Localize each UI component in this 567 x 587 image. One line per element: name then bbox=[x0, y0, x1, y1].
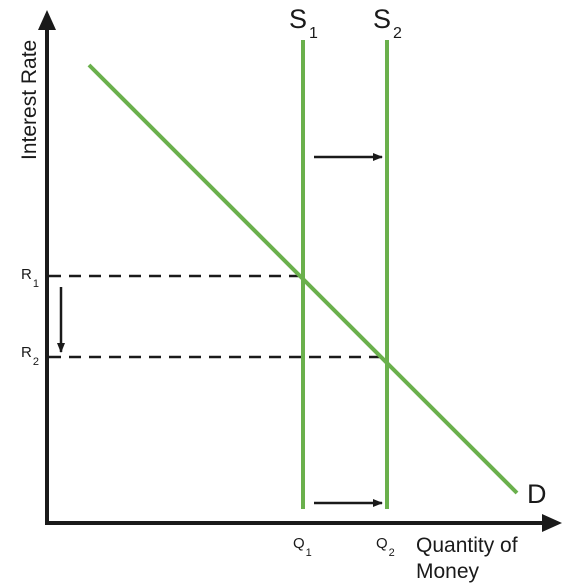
rate-2-label: R2 bbox=[21, 344, 39, 368]
y-axis-label: Interest Rate bbox=[18, 40, 41, 160]
quantity-2-label: Q2 bbox=[376, 535, 395, 559]
quantity-1-label: Q1 bbox=[293, 535, 312, 559]
x-axis-label-line2: Money bbox=[416, 560, 480, 583]
y-axis-arrowhead bbox=[38, 10, 56, 30]
x-axis-label-line1: Quantity of bbox=[416, 534, 518, 557]
demand-label: D bbox=[527, 479, 547, 509]
x-axis-arrowhead bbox=[542, 514, 562, 532]
rate-1-label: R1 bbox=[21, 266, 39, 290]
